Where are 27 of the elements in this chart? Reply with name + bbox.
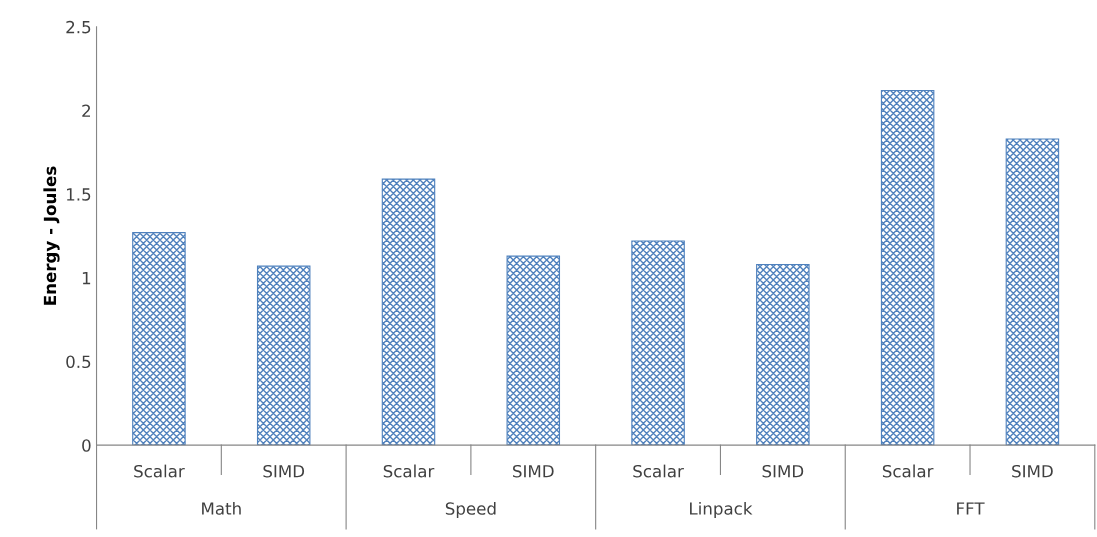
- text: FFT: [957, 502, 985, 515]
- y-axis-title: Energy - Joules: [43, 166, 60, 305]
- y-tick-label: 1: [82, 272, 91, 285]
- bar: [381, 178, 436, 446]
- x-tick-label: SIMD: [513, 464, 554, 478]
- x-tick-label: SIMD: [762, 464, 804, 478]
- bar: [132, 232, 186, 446]
- y-tick-label: 1.5: [67, 188, 91, 201]
- text: Math: [202, 501, 241, 515]
- x-tick-label: Scalar: [882, 464, 934, 478]
- x-tick-label: SIMD: [263, 464, 305, 478]
- y-tick-label: 0: [82, 439, 91, 452]
- x-tick-label: Scalar: [134, 464, 185, 478]
- bar: [631, 240, 685, 446]
- bar: [756, 263, 810, 446]
- y-tick-label: 2.5: [66, 20, 91, 34]
- x-tick-label: SIMD: [1012, 464, 1053, 478]
- bar: [1005, 138, 1060, 446]
- y-tick-label: 0.5: [66, 355, 91, 369]
- bar: [256, 265, 311, 446]
- bar: [506, 255, 561, 446]
- y-tick-label: 2: [82, 104, 91, 117]
- x-tick-label: Scalar: [383, 464, 435, 478]
- bar: [880, 89, 935, 446]
- text: Linpack: [690, 501, 753, 519]
- x-tick-label: Scalar: [633, 464, 684, 478]
- text: Speed: [445, 501, 496, 519]
